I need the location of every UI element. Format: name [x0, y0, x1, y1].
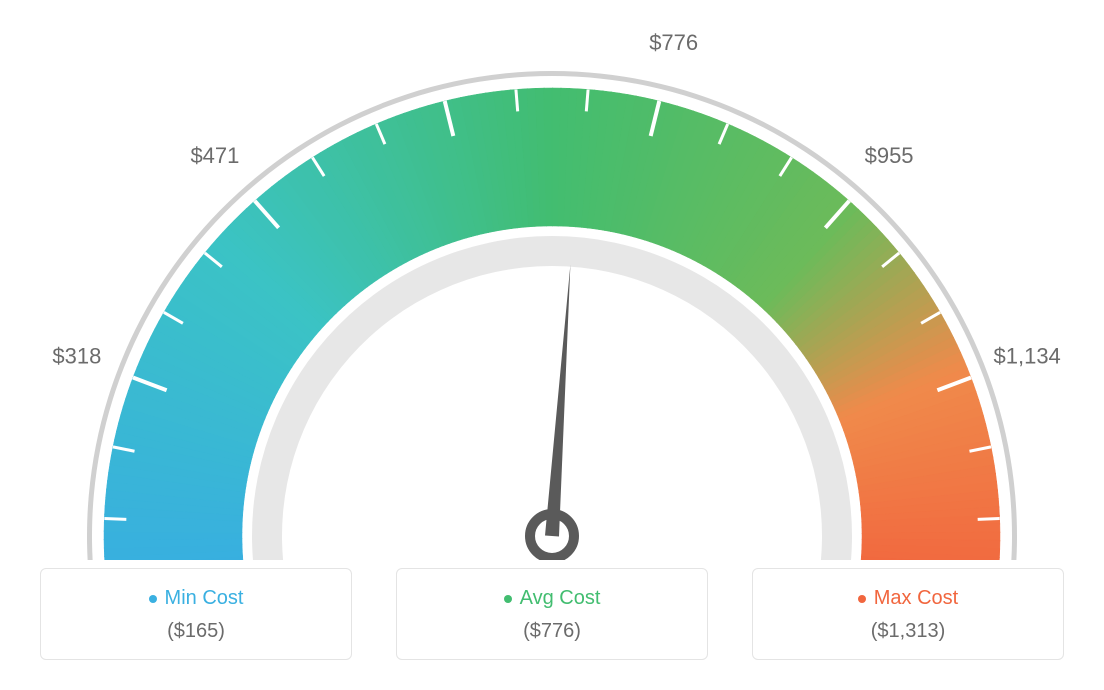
- legend-label-max: Max Cost: [874, 587, 958, 610]
- gauge-needle: [545, 265, 570, 537]
- tick-label: $955: [865, 143, 914, 168]
- legend-label-min: Min Cost: [165, 587, 244, 610]
- legend-value-avg: ($776): [407, 620, 697, 643]
- legend-title-avg: Avg Cost: [504, 587, 601, 610]
- legend-title-max: Max Cost: [858, 587, 958, 610]
- tick-minor: [104, 519, 126, 520]
- tick-minor: [978, 519, 1000, 520]
- legend-card-min: Min Cost ($165): [40, 568, 352, 660]
- legend-row: Min Cost ($165) Avg Cost ($776) Max Cost…: [0, 568, 1104, 660]
- tick-label: $776: [649, 30, 698, 55]
- tick-label: $318: [52, 343, 101, 368]
- tick-label: $1,134: [994, 343, 1061, 368]
- legend-dot-max: [858, 595, 866, 603]
- legend-value-min: ($165): [51, 620, 341, 643]
- gauge-container: $165$318$471$776$955$1,134$1,313: [0, 0, 1104, 560]
- legend-label-avg: Avg Cost: [520, 587, 601, 610]
- legend-card-avg: Avg Cost ($776): [396, 568, 708, 660]
- legend-value-max: ($1,313): [763, 620, 1053, 643]
- legend-title-min: Min Cost: [149, 587, 244, 610]
- legend-dot-avg: [504, 595, 512, 603]
- legend-dot-min: [149, 595, 157, 603]
- tick-label: $471: [190, 143, 239, 168]
- legend-card-max: Max Cost ($1,313): [752, 568, 1064, 660]
- tick-minor: [516, 89, 518, 111]
- tick-minor: [586, 89, 588, 111]
- gauge-chart: $165$318$471$776$955$1,134$1,313: [0, 0, 1104, 560]
